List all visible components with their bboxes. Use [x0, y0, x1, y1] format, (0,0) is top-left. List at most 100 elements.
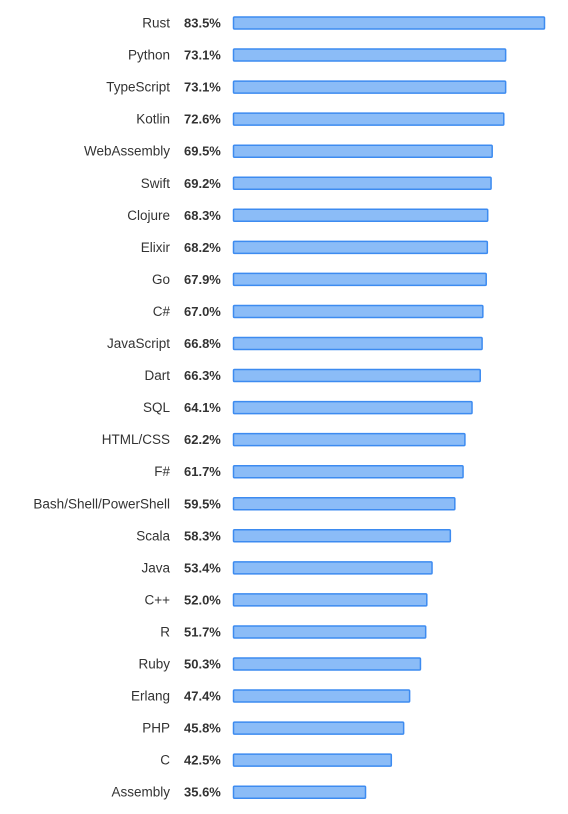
bar-row: Ruby 50.3%	[138, 657, 422, 672]
category-label: WebAssembly	[84, 144, 170, 159]
bar	[232, 593, 428, 607]
category-label: Erlang	[131, 689, 170, 704]
value-label: 58.3%	[184, 528, 221, 543]
bar-row: C 42.5%	[160, 753, 393, 768]
bar	[232, 48, 507, 62]
bar-row: Rust 83.5%	[142, 16, 546, 31]
category-label: Bash/Shell/PowerShell	[33, 496, 170, 511]
bar	[232, 625, 427, 639]
bar-row: Kotlin 72.6%	[136, 112, 505, 127]
category-label: Kotlin	[136, 112, 170, 127]
bar-row: Clojure 68.3%	[127, 208, 489, 223]
bar	[232, 336, 483, 351]
value-label: 73.1%	[184, 48, 221, 63]
bar-row: Python 73.1%	[128, 48, 507, 63]
bar	[232, 304, 484, 319]
bar	[232, 240, 489, 255]
category-label: PHP	[142, 721, 170, 736]
category-label: Rust	[142, 16, 170, 31]
value-label: 64.1%	[184, 400, 221, 415]
bar-row: SQL 64.1%	[143, 400, 473, 415]
bar-row: C++ 52.0%	[144, 592, 428, 607]
bar	[232, 721, 405, 735]
value-label: 69.5%	[184, 144, 221, 159]
bar-row: Java 53.4%	[141, 560, 433, 575]
value-label: 42.5%	[184, 753, 221, 768]
category-label: Elixir	[141, 240, 171, 255]
category-label: Ruby	[138, 657, 170, 672]
category-label: C	[160, 753, 170, 768]
value-label: 67.0%	[184, 304, 221, 319]
category-label: HTML/CSS	[102, 432, 170, 447]
category-label: C#	[153, 304, 171, 319]
category-label: Assembly	[111, 785, 170, 800]
category-label: Dart	[144, 368, 170, 383]
value-label: 83.5%	[184, 16, 221, 31]
bar-row: JavaScript 66.8%	[107, 336, 483, 351]
category-label: R	[160, 624, 170, 639]
value-label: 68.2%	[184, 240, 221, 255]
value-label: 67.9%	[184, 272, 221, 287]
bar-row: Dart 66.3%	[144, 368, 481, 383]
value-label: 68.3%	[184, 208, 221, 223]
category-label: Java	[141, 560, 170, 575]
bar	[232, 689, 411, 703]
category-label: TypeScript	[106, 80, 170, 95]
bar	[232, 529, 452, 543]
value-label: 47.4%	[184, 689, 221, 704]
value-label: 59.5%	[184, 496, 221, 511]
bar	[232, 16, 546, 30]
bar	[232, 272, 487, 287]
category-label: Swift	[141, 176, 171, 191]
bar-row: Swift 69.2%	[141, 176, 492, 191]
value-label: 45.8%	[184, 721, 221, 736]
bar-row: HTML/CSS 62.2%	[102, 432, 466, 447]
bar	[232, 497, 456, 511]
bar-row: TypeScript 73.1%	[106, 80, 507, 95]
bar	[232, 208, 489, 223]
bar-row: Bash/Shell/PowerShell 59.5%	[33, 496, 456, 511]
bar	[232, 657, 422, 671]
bar	[232, 176, 492, 190]
category-label: SQL	[143, 400, 171, 415]
category-label: Python	[128, 48, 170, 63]
bar-row: Erlang 47.4%	[131, 689, 411, 704]
category-label: C++	[144, 592, 170, 607]
bar	[232, 112, 505, 126]
bar	[232, 400, 473, 415]
bar	[232, 144, 493, 158]
value-label: 52.0%	[184, 592, 221, 607]
bar	[232, 368, 481, 383]
bar	[232, 432, 466, 447]
category-label: JavaScript	[107, 336, 170, 351]
category-label: F#	[154, 464, 170, 479]
bar-row: WebAssembly 69.5%	[84, 144, 493, 159]
value-label: 62.2%	[184, 432, 221, 447]
bar	[232, 80, 507, 94]
bar-row: Scala 58.3%	[136, 528, 452, 543]
bar	[232, 753, 393, 767]
category-label: Scala	[136, 528, 170, 543]
value-label: 69.2%	[184, 176, 221, 191]
category-label: Clojure	[127, 208, 170, 223]
value-label: 51.7%	[184, 624, 221, 639]
bar	[232, 561, 433, 575]
value-label: 61.7%	[184, 464, 221, 479]
category-label: Go	[152, 272, 170, 287]
bar-row: Assembly 35.6%	[111, 785, 367, 800]
bar-row: Go 67.9%	[152, 272, 487, 287]
bar-row: C# 67.0%	[153, 304, 484, 319]
bar	[232, 785, 367, 799]
bar	[232, 464, 464, 479]
bar-row: PHP 45.8%	[142, 721, 405, 736]
value-label: 72.6%	[184, 112, 221, 127]
value-label: 35.6%	[184, 785, 221, 800]
value-label: 50.3%	[184, 657, 221, 672]
bar-row: Elixir 68.2%	[141, 240, 489, 255]
value-label: 53.4%	[184, 560, 221, 575]
value-label: 66.3%	[184, 368, 221, 383]
bar-row: F# 61.7%	[154, 464, 464, 479]
value-label: 66.8%	[184, 336, 221, 351]
